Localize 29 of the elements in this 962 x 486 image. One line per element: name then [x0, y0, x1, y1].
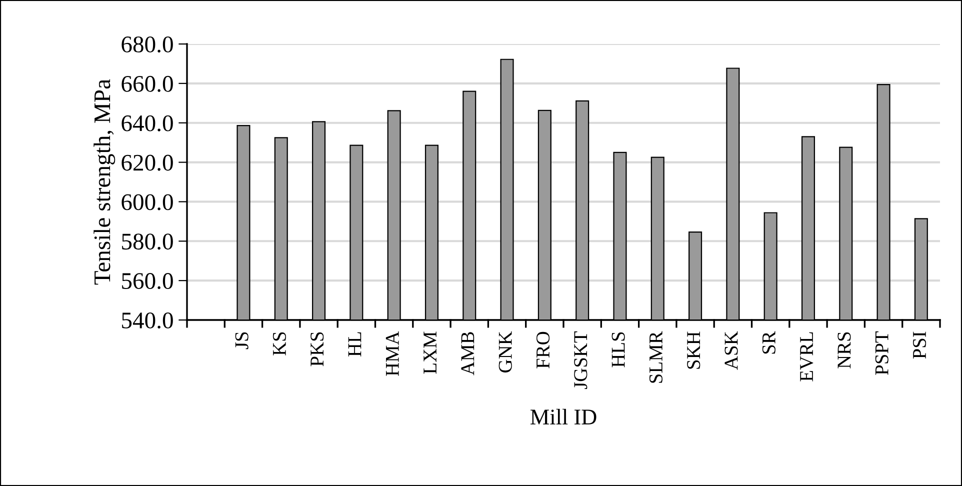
x-tick-label: SKH: [687, 332, 700, 369]
x-tick-label: LXM: [424, 332, 436, 374]
x-tick-label: SLMR: [649, 331, 662, 383]
x-tick-label: EVRL: [800, 332, 814, 382]
x-tick-label: KS: [272, 332, 286, 356]
x-tick-label: ASK: [724, 331, 738, 370]
x-tick-label: HL: [348, 332, 362, 356]
x-tick-label: SR: [762, 331, 776, 354]
y-tick-label: 620.0: [122, 154, 173, 171]
y-tick-label: 540.0: [122, 312, 173, 329]
y-tick-label: 640.0: [122, 115, 173, 132]
x-tick-label: PSI: [912, 332, 926, 359]
y-axis-title: Tensile strength, MPa: [94, 79, 116, 285]
x-tick-label: AMB: [461, 332, 474, 376]
x-axis-title: Mill ID: [530, 408, 596, 424]
y-tick-label: 600.0: [122, 194, 173, 210]
x-tick-label: FRO: [536, 332, 550, 368]
x-tick-label: HMA: [386, 331, 399, 376]
x-tick-label: GNK: [498, 331, 512, 372]
x-tick-label: JS: [235, 332, 248, 350]
x-tick-label: NRS: [838, 332, 851, 368]
x-tick-label: HLS: [612, 332, 625, 368]
y-tick-label: 660.0: [122, 76, 173, 92]
x-tick-label: PKS: [310, 332, 324, 366]
y-tick-label: 680.0: [122, 36, 173, 53]
y-tick-label: 560.0: [122, 273, 173, 290]
y-tick-label: 580.0: [122, 234, 173, 250]
x-tick-label: JGSKT: [574, 331, 588, 390]
x-tick-label: PSPT: [875, 331, 888, 375]
